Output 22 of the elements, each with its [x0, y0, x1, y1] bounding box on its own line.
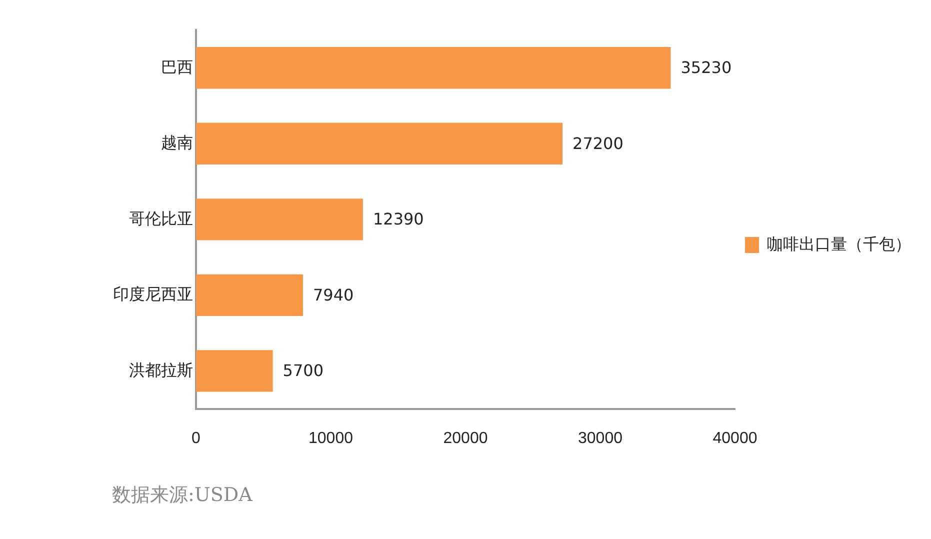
bar [196, 274, 303, 316]
source-note: 数据来源:USDA [112, 483, 252, 508]
bar [196, 47, 671, 89]
data-label: 27200 [572, 134, 624, 153]
bar [196, 350, 273, 392]
data-label: 7940 [312, 285, 354, 304]
bar [196, 198, 363, 240]
x-tick-label: 0 [192, 430, 201, 447]
y-tick-label: 洪都拉斯 [129, 361, 193, 380]
y-tick-label: 巴西 [161, 59, 193, 76]
x-tick-label: 20000 [443, 430, 488, 447]
y-tick-label: 哥伦比亚 [129, 210, 193, 228]
y-tick-label: 越南 [161, 134, 193, 152]
x-tick-label: 40000 [712, 430, 758, 447]
x-tick-label: 10000 [308, 430, 354, 447]
data-label: 5700 [282, 361, 324, 380]
x-tick-label: 30000 [578, 430, 623, 447]
y-tick-label: 印度尼西亚 [113, 286, 193, 304]
data-label: 35230 [680, 58, 732, 78]
legend-label: 咖啡出口量（千包） [767, 235, 911, 254]
data-label: 12390 [372, 210, 424, 229]
bar [196, 122, 563, 164]
